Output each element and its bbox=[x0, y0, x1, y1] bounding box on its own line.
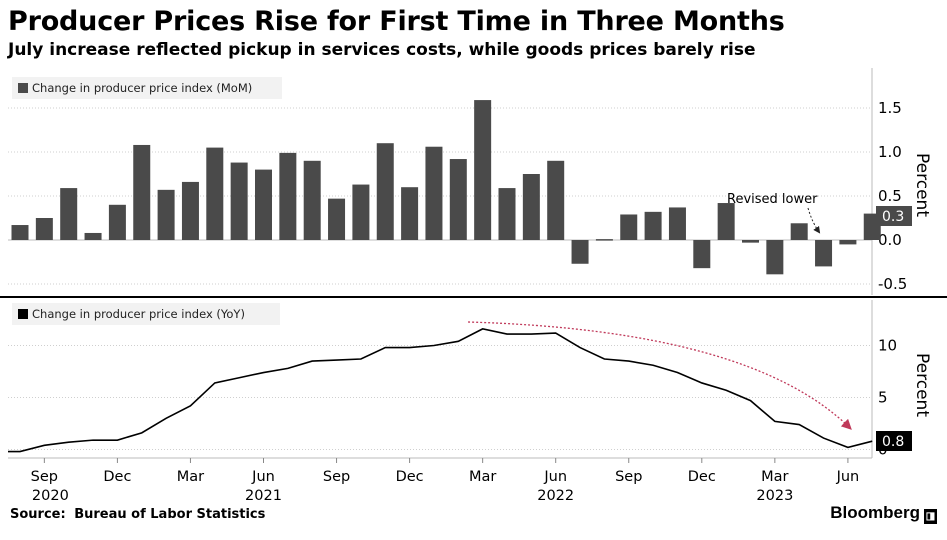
top-ytick-label: 0.0 bbox=[878, 231, 902, 249]
x-year-label: 2021 bbox=[245, 488, 282, 500]
x-tick-label: Sep bbox=[323, 469, 350, 485]
x-tick-label: Jun bbox=[836, 469, 860, 485]
chart-title: Producer Prices Rise for First Time in T… bbox=[8, 6, 785, 37]
mom-bar bbox=[181, 181, 199, 240]
x-tick-label: Dec bbox=[688, 469, 716, 485]
mom-bar bbox=[474, 100, 492, 240]
x-tick-label: Mar bbox=[761, 469, 788, 485]
bottom-legend-box bbox=[12, 303, 280, 325]
bottom-last-value-label: 0.8 bbox=[882, 434, 904, 450]
mom-bar bbox=[522, 174, 540, 240]
mom-bar bbox=[547, 160, 565, 240]
chart-subtitle: July increase reflected pickup in servic… bbox=[8, 40, 756, 60]
x-tick-label: Sep bbox=[615, 469, 642, 485]
top-legend-label: Change in producer price index (MoM) bbox=[32, 81, 252, 95]
mom-bar bbox=[35, 218, 53, 240]
trend-arrow bbox=[467, 321, 852, 430]
source-label: Source: bbox=[10, 507, 66, 522]
x-year-label: 2022 bbox=[537, 488, 574, 500]
bloomberg-logo: Bloomberg ◨ bbox=[830, 503, 937, 524]
mom-bar bbox=[352, 184, 370, 240]
bottom-legend-label: Change in producer price index (YoY) bbox=[32, 307, 245, 321]
mom-bar bbox=[449, 159, 467, 240]
mom-bar bbox=[401, 187, 419, 240]
yoy-line bbox=[8, 328, 873, 453]
bottom-ylabel: Percent bbox=[912, 353, 932, 417]
bottom-ytick-label: 10 bbox=[878, 337, 897, 355]
x-tick-label: Mar bbox=[469, 469, 496, 485]
mom-bar bbox=[133, 144, 151, 240]
bottom-legend-swatch bbox=[18, 309, 28, 319]
mom-bar bbox=[766, 240, 784, 275]
mom-bar bbox=[595, 239, 613, 241]
x-tick-label: Sep bbox=[31, 469, 58, 485]
mom-bar bbox=[742, 240, 759, 243]
mom-bar bbox=[328, 198, 346, 240]
revised-lower-annotation: Revised lower bbox=[727, 192, 818, 207]
mom-bar bbox=[644, 211, 662, 240]
source-note: Source: Bureau of Labor Statistics bbox=[10, 507, 265, 522]
mom-bar bbox=[839, 240, 857, 245]
x-tick-label: Jun bbox=[543, 469, 567, 485]
mom-bar bbox=[60, 188, 78, 240]
x-tick-label: Dec bbox=[396, 469, 424, 485]
mom-bar bbox=[717, 203, 735, 240]
mom-bar bbox=[693, 240, 711, 269]
top-ylabel: Percent bbox=[912, 153, 932, 217]
mom-bar bbox=[108, 204, 126, 240]
mom-bar bbox=[157, 189, 175, 240]
annotation-arrow bbox=[807, 207, 821, 234]
chart-area: 1.51.00.50.0-0.51050PercentPercentChange… bbox=[0, 68, 947, 500]
mom-bar bbox=[498, 188, 516, 240]
mom-bar bbox=[230, 162, 248, 240]
mom-bar bbox=[279, 152, 297, 240]
bottom-ytick-label: 5 bbox=[878, 389, 888, 407]
top-ytick-label: 1.0 bbox=[878, 143, 902, 161]
mom-bar bbox=[571, 240, 589, 264]
mom-bar bbox=[84, 232, 102, 240]
mom-bar bbox=[11, 225, 29, 240]
x-year-label: 2020 bbox=[32, 488, 69, 500]
mom-bar bbox=[815, 240, 833, 267]
brand-text: Bloomberg bbox=[830, 503, 920, 522]
x-tick-label: Dec bbox=[103, 469, 131, 485]
top-ytick-label: 0.5 bbox=[878, 187, 902, 205]
x-tick-label: Jun bbox=[251, 469, 275, 485]
x-year-label: 2023 bbox=[756, 488, 793, 500]
bloomberg-terminal-icon: ◨ bbox=[924, 509, 937, 524]
mom-bar bbox=[668, 207, 686, 240]
top-last-value-label: 0.3 bbox=[882, 209, 904, 225]
top-legend-box bbox=[12, 77, 282, 99]
mom-bar bbox=[376, 143, 394, 240]
bottom-last-value-box bbox=[876, 431, 912, 451]
top-ytick-label: 1.5 bbox=[878, 99, 902, 117]
top-ytick-label: -0.5 bbox=[878, 275, 907, 293]
mom-bar bbox=[620, 214, 638, 240]
mom-bar bbox=[425, 146, 443, 240]
top-legend-swatch bbox=[18, 83, 28, 93]
mom-bar bbox=[255, 169, 272, 240]
mom-bar bbox=[790, 223, 808, 240]
mom-bar bbox=[206, 147, 224, 240]
x-tick-label: Mar bbox=[177, 469, 204, 485]
top-last-value-box bbox=[876, 206, 912, 226]
mom-bar bbox=[303, 160, 321, 240]
source-text: Bureau of Labor Statistics bbox=[74, 507, 266, 522]
